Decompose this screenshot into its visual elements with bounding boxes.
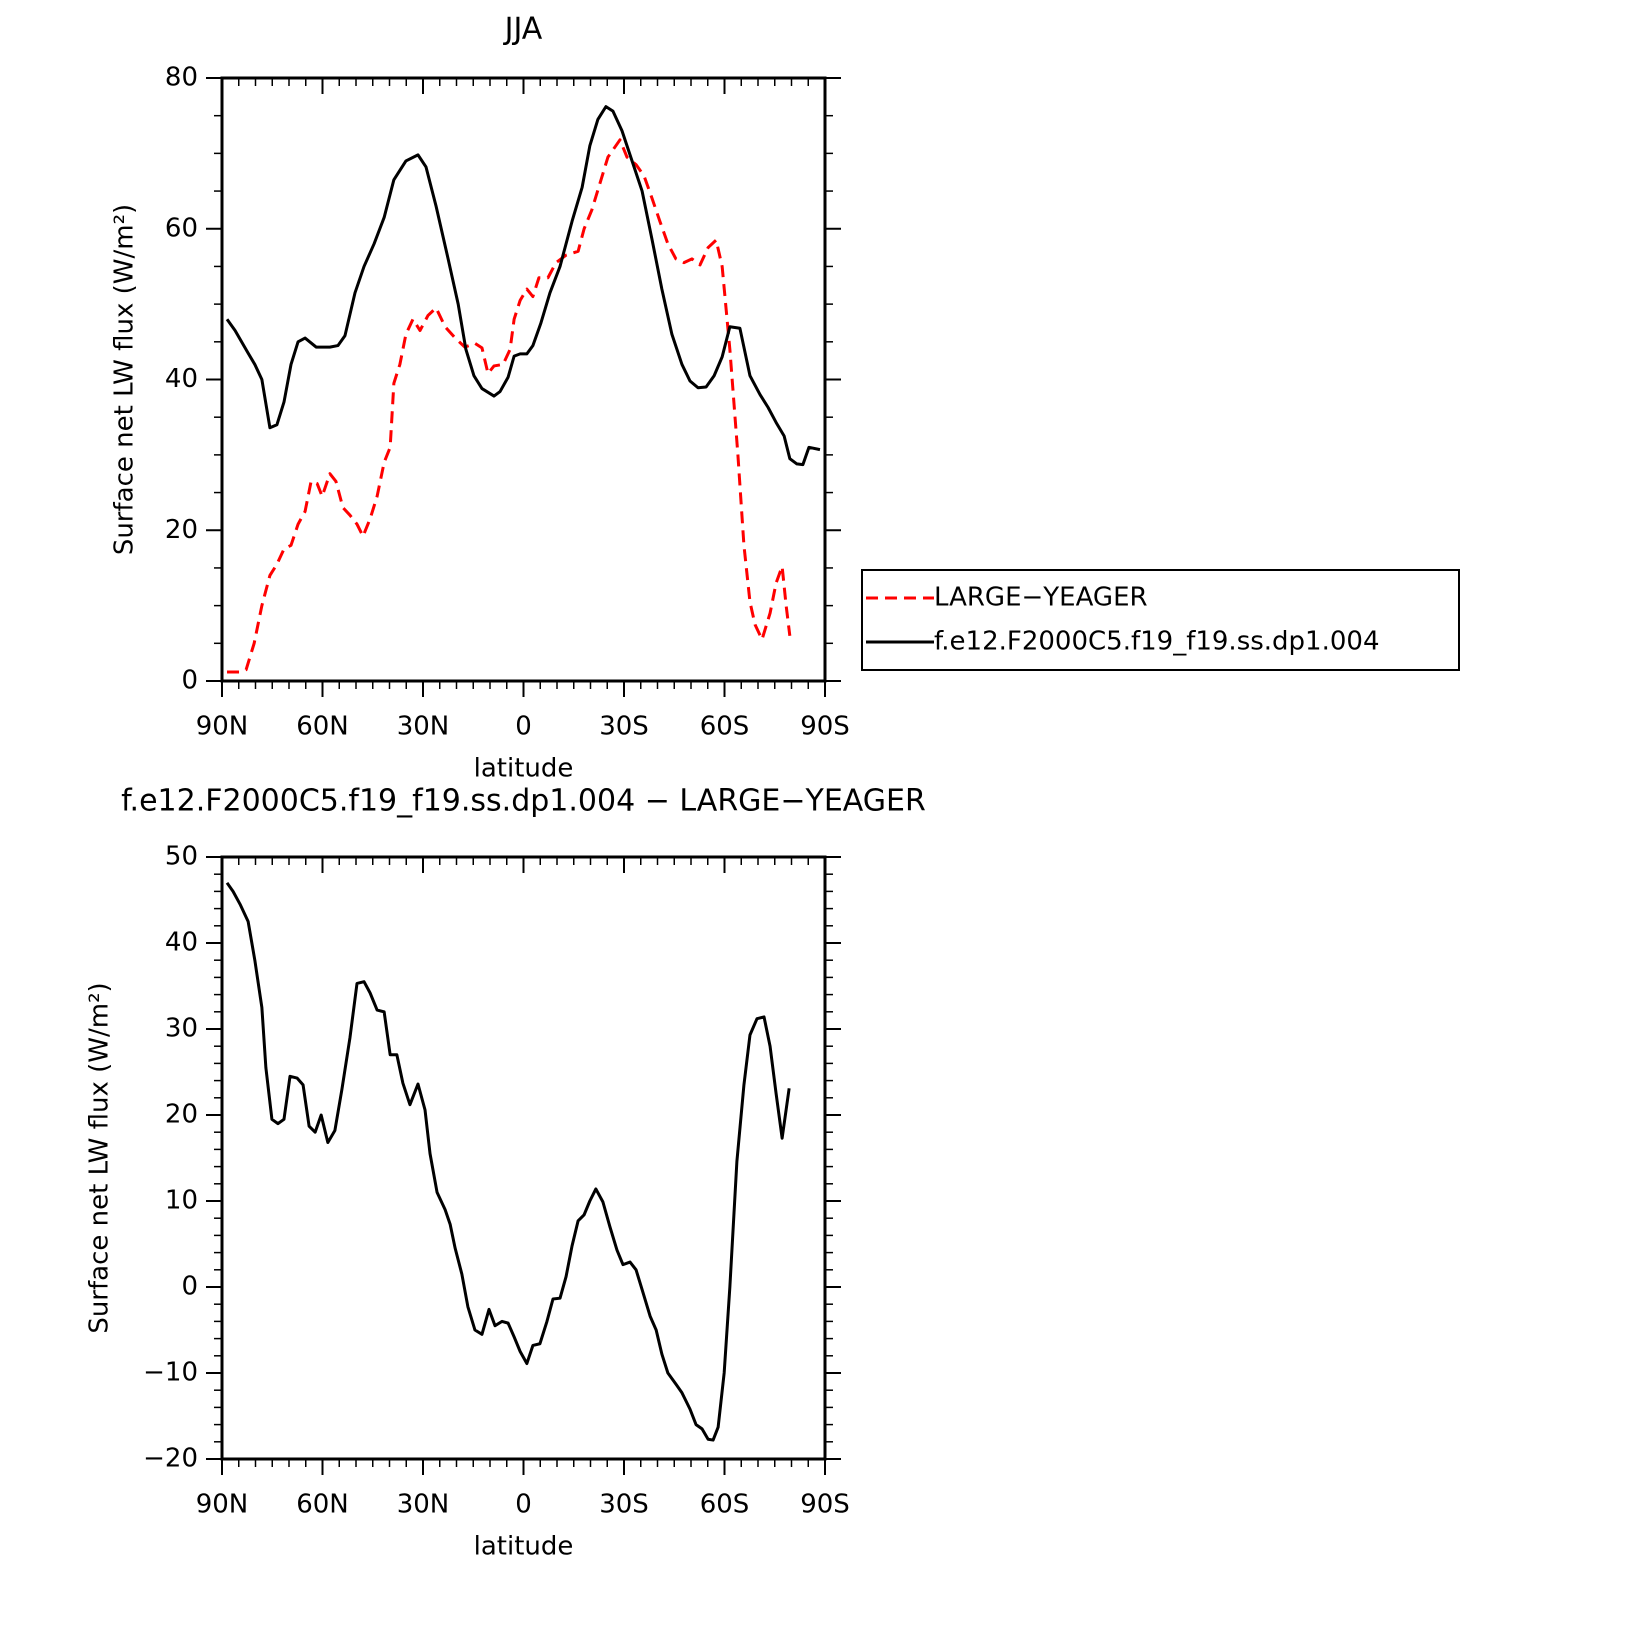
x-tick-label: 90N xyxy=(196,1490,249,1520)
chart-title: JJA xyxy=(503,12,543,47)
y-tick-label: 80 xyxy=(165,63,198,93)
y-tick-label: 40 xyxy=(165,928,198,958)
y-tick-label: 0 xyxy=(181,666,198,696)
y-axis-label: Surface net LW flux (W/m²) xyxy=(110,204,140,555)
x-tick-label: 30N xyxy=(397,712,450,742)
x-tick-label: 60N xyxy=(296,712,349,742)
x-tick-label: 90S xyxy=(800,712,850,742)
legend-label: f.e12.F2000C5.f19_f19.ss.dp1.004 xyxy=(934,627,1380,657)
y-tick-label: 60 xyxy=(165,213,198,243)
series-line xyxy=(225,881,791,1442)
y-tick-label: 20 xyxy=(165,515,198,545)
y-tick-label: −20 xyxy=(143,1444,198,1474)
x-tick-label: 60S xyxy=(700,1490,750,1520)
x-tick-label: 90S xyxy=(800,1490,850,1520)
legend-label: LARGE−YEAGER xyxy=(934,583,1148,613)
y-axis-label: Surface net LW flux (W/m²) xyxy=(85,982,115,1333)
series-line xyxy=(225,105,821,467)
y-tick-label: 50 xyxy=(165,842,198,872)
x-axis-label: latitude xyxy=(474,754,574,784)
y-tick-label: −10 xyxy=(143,1358,198,1388)
y-tick-label: 30 xyxy=(165,1014,198,1044)
y-tick-label: 0 xyxy=(181,1272,198,1302)
legend-box xyxy=(861,569,1460,671)
x-tick-label: 30S xyxy=(599,712,649,742)
x-tick-label: 30S xyxy=(599,1490,649,1520)
x-tick-label: 60N xyxy=(296,1490,349,1520)
y-tick-label: 20 xyxy=(165,1100,198,1130)
plot-frame xyxy=(220,76,827,683)
x-axis-label: latitude xyxy=(474,1532,574,1562)
plot-frame xyxy=(220,855,827,1461)
y-tick-label: 10 xyxy=(165,1186,198,1216)
series-line xyxy=(227,138,792,674)
x-tick-label: 90N xyxy=(196,712,249,742)
chart: JJA latitude Surface net LW flux (W/m²) 90N… xyxy=(110,12,1460,784)
chart: f.e12.F2000C5.f19_f19.ss.dp1.004 − LARGE… xyxy=(85,784,926,1562)
x-tick-label: 0 xyxy=(515,1490,532,1520)
x-tick-label: 30N xyxy=(397,1490,450,1520)
chart-title: f.e12.F2000C5.f19_f19.ss.dp1.004 − LARGE… xyxy=(121,784,926,819)
x-tick-label: 0 xyxy=(515,712,532,742)
x-tick-label: 60S xyxy=(700,712,750,742)
y-tick-label: 40 xyxy=(165,364,198,394)
